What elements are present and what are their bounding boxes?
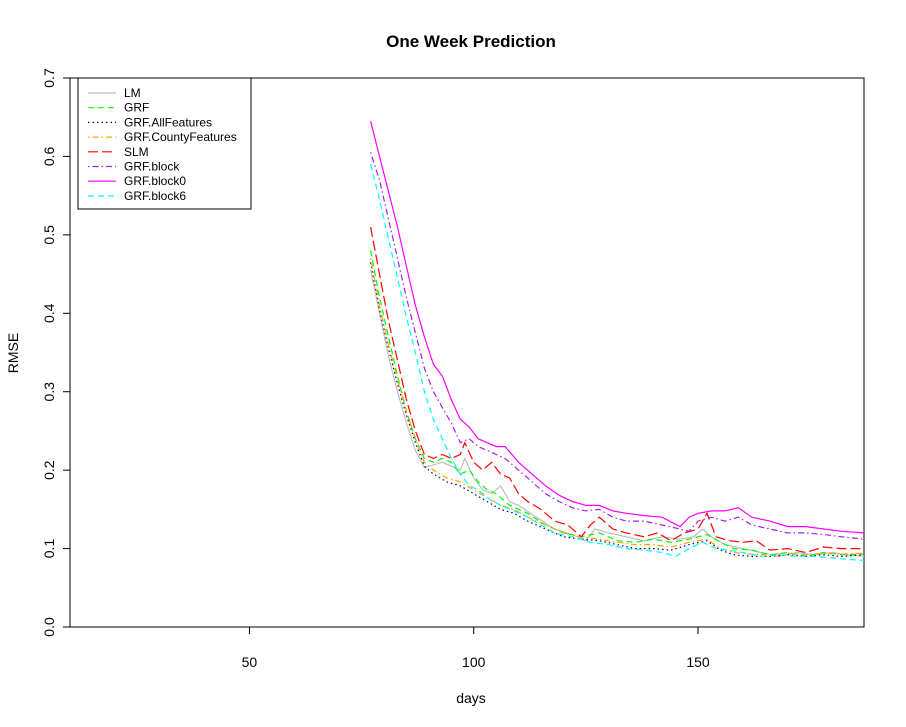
series-line-grf-countyfeatures xyxy=(370,258,865,556)
plot-frame xyxy=(69,77,865,628)
legend-label: LM xyxy=(124,86,141,100)
series-line-slm xyxy=(370,226,864,554)
legend-label: GRF xyxy=(124,101,149,115)
y-tick-label: 0.3 xyxy=(41,382,57,402)
series-line-grf-block xyxy=(370,152,865,540)
x-tick-label: 100 xyxy=(462,654,486,670)
legend-box xyxy=(77,77,252,210)
y-axis: 0.0 0.1 0.2 0.3 0.4 0.5 0.6 0.7 xyxy=(41,68,70,637)
y-tick-label: 0.1 xyxy=(41,539,57,559)
y-tick-label: 0.4 xyxy=(41,303,57,323)
series-line-grf-block0 xyxy=(370,120,865,534)
series-line-grf-block6 xyxy=(370,164,865,561)
legend-label: GRF.block xyxy=(124,160,180,174)
y-axis-label: RMSE xyxy=(5,333,21,373)
x-tick-label: 50 xyxy=(242,654,258,670)
y-tick-label: 0.2 xyxy=(41,460,57,480)
x-axis: 50 100 150 xyxy=(242,627,710,670)
y-tick-label: 0.5 xyxy=(41,225,57,245)
legend-label: GRF.block0 xyxy=(124,174,186,188)
y-tick-label: 0.6 xyxy=(41,146,57,166)
legend-label: GRF.block6 xyxy=(124,189,186,203)
x-tick-label: 150 xyxy=(686,654,710,670)
series-line-grf xyxy=(370,250,865,558)
y-tick-label: 0.7 xyxy=(41,68,57,88)
legend: LMGRFGRF.AllFeaturesGRF.CountyFeaturesSL… xyxy=(77,77,252,210)
chart-title: One Week Prediction xyxy=(386,32,556,51)
series-line-lm xyxy=(370,269,865,558)
legend-label: GRF.AllFeatures xyxy=(124,115,212,129)
y-tick-label: 0.0 xyxy=(41,617,57,637)
series-layer xyxy=(370,120,865,561)
x-axis-label: days xyxy=(456,690,486,706)
legend-label: GRF.CountyFeatures xyxy=(124,130,237,144)
legend-label: SLM xyxy=(124,145,149,159)
